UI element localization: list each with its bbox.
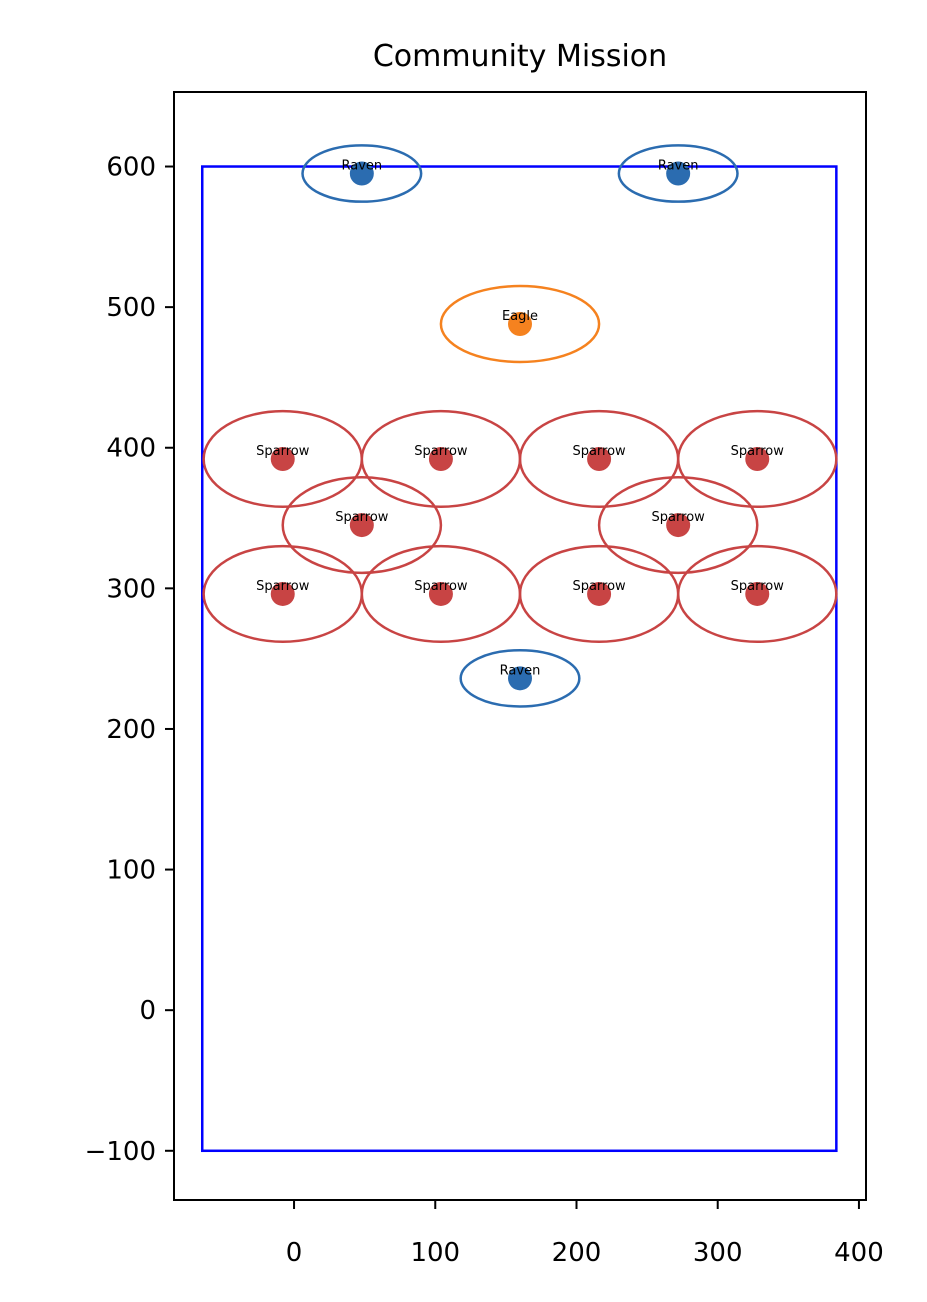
point-label-raven-0: Raven (342, 159, 383, 174)
range-ellipse-raven-13 (459, 648, 581, 708)
x-tick-label-0: 0 (286, 1238, 303, 1268)
x-tick-label-2: 200 (552, 1238, 602, 1268)
range-ellipse-sparrow-7 (281, 476, 443, 575)
range-ellipse-raven-0 (301, 144, 423, 203)
point-label-sparrow-9: Sparrow (256, 579, 310, 594)
x-tick-label-4: 400 (834, 1238, 884, 1268)
point-sparrow-4 (428, 446, 453, 471)
y-tick-label-4: 300 (106, 574, 156, 604)
point-label-eagle-2: Eagle (502, 309, 538, 324)
point-label-sparrow-6: Sparrow (731, 444, 785, 459)
plot-frame (173, 91, 867, 1201)
point-label-sparrow-12: Sparrow (731, 579, 785, 594)
point-label-raven-13: Raven (500, 663, 541, 678)
point-sparrow-5 (587, 446, 612, 471)
y-tick-label-6: 500 (106, 293, 156, 323)
point-eagle-2 (508, 312, 532, 337)
chart-title: Community Mission (373, 39, 667, 74)
range-ellipse-sparrow-6 (676, 409, 838, 509)
range-ellipse-eagle-2 (439, 284, 601, 364)
y-tick-label-2: 100 (106, 856, 156, 886)
x-tick-label-1: 100 (410, 1238, 460, 1268)
point-label-sparrow-5: Sparrow (572, 444, 626, 459)
point-label-sparrow-8: Sparrow (652, 510, 706, 525)
point-label-sparrow-7: Sparrow (335, 510, 389, 525)
point-label-sparrow-11: Sparrow (572, 579, 626, 594)
point-raven-13 (508, 666, 532, 691)
range-ellipse-sparrow-8 (597, 476, 759, 575)
point-sparrow-3 (270, 446, 295, 471)
label-layer: Raven Raven Eagle Sparrow Sparrow Sparrow Spar… (256, 159, 784, 679)
range-ellipse-raven-1 (617, 144, 739, 203)
point-sparrow-10 (428, 581, 453, 606)
point-sparrow-11 (587, 581, 612, 606)
point-label-sparrow-3: Sparrow (256, 444, 310, 459)
point-sparrow-12 (745, 581, 770, 606)
x-tick-label-3: 300 (693, 1238, 743, 1268)
point-raven-1 (666, 161, 691, 186)
axis-layer: 0 100 200 300 400 −100 0 100 200 300 400 500 600 (85, 153, 884, 1268)
y-tick-label-0: −100 (85, 1137, 156, 1167)
boundary-rect (200, 165, 838, 1153)
ellipse-layer (202, 144, 838, 708)
y-tick-label-1: 0 (139, 996, 156, 1026)
boundary-layer (200, 165, 838, 1153)
point-label-raven-1: Raven (658, 159, 699, 174)
y-tick-label-3: 200 (106, 715, 156, 745)
y-tick-label-5: 400 (106, 434, 156, 464)
point-label-sparrow-4: Sparrow (414, 444, 468, 459)
point-layer (270, 161, 770, 691)
y-tick-label-7: 600 (106, 153, 156, 183)
point-raven-0 (349, 161, 374, 186)
point-sparrow-6 (745, 446, 770, 471)
point-sparrow-7 (349, 513, 374, 538)
point-sparrow-9 (270, 581, 295, 606)
point-label-sparrow-10: Sparrow (414, 579, 468, 594)
range-ellipse-sparrow-12 (676, 544, 838, 644)
point-sparrow-8 (666, 513, 691, 538)
